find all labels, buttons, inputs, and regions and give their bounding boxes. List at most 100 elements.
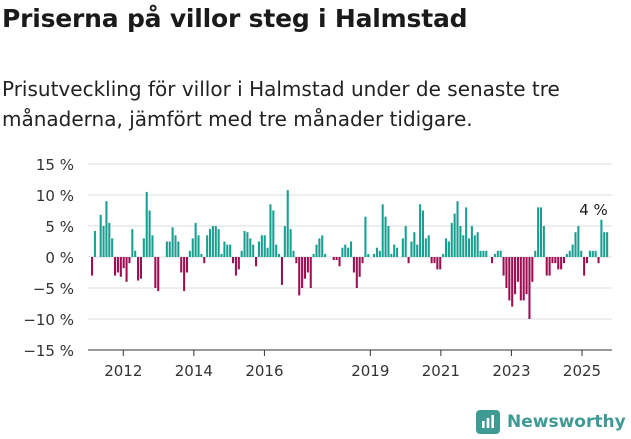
bar: [554, 257, 557, 264]
bar: [361, 257, 364, 264]
bar: [246, 232, 249, 257]
bar: [137, 257, 140, 281]
bar: [177, 241, 180, 257]
bar: [548, 257, 551, 276]
bar: [312, 253, 315, 257]
y-tick-label: 10 %: [36, 187, 74, 205]
bar: [315, 244, 318, 257]
y-tick-label: −10 %: [23, 311, 74, 329]
bar: [142, 238, 145, 257]
bar: [194, 222, 197, 257]
bar: [335, 257, 338, 261]
bar: [502, 257, 505, 276]
bar: [508, 257, 511, 301]
bar: [321, 235, 324, 257]
bar: [375, 247, 378, 257]
bar: [565, 253, 568, 257]
bar: [421, 210, 425, 257]
bar: [473, 235, 476, 257]
x-tick-label: 2014: [175, 362, 213, 380]
bar: [122, 257, 125, 269]
bar: [525, 257, 528, 295]
bar: [171, 227, 174, 257]
bar: [108, 222, 111, 257]
bar: [188, 250, 191, 257]
bar: [185, 257, 189, 273]
bar: [545, 257, 548, 276]
bar: [364, 216, 367, 257]
bar: [522, 257, 525, 301]
bar: [539, 207, 542, 257]
bar: [180, 257, 183, 273]
bar: [119, 257, 122, 277]
bar: [165, 241, 168, 257]
brand-name: Newsworthy: [507, 412, 626, 432]
x-tick-label: 2012: [104, 362, 142, 380]
chart-title: Priserna på villor steg i Halmstad: [2, 4, 468, 33]
bar: [269, 204, 272, 257]
bar: [496, 250, 499, 257]
last-value-annotation: 4 %: [579, 201, 608, 219]
bar: [111, 238, 114, 257]
bar: [145, 191, 148, 257]
bar: [485, 250, 488, 257]
bar: [352, 257, 355, 273]
bar: [102, 226, 105, 257]
bar: [260, 235, 263, 257]
bar: [344, 244, 347, 257]
bar: [278, 253, 281, 257]
newsworthy-logo-icon: [476, 410, 500, 434]
bar: [229, 244, 232, 257]
bar: [125, 257, 128, 282]
bar: [528, 257, 531, 319]
bar: [208, 229, 212, 257]
bar: [139, 257, 142, 279]
bar: [373, 253, 376, 257]
bar: [116, 257, 119, 273]
bar: [557, 257, 560, 270]
bar: [580, 250, 583, 257]
bar: [407, 257, 410, 264]
bar: [401, 238, 404, 257]
bar: [157, 257, 160, 292]
bar: [197, 235, 200, 257]
bar: [430, 257, 433, 264]
bar: [491, 257, 494, 264]
bar: [439, 257, 442, 270]
bar: [603, 232, 606, 257]
y-tick-label: 15 %: [36, 156, 74, 174]
y-tick-label: 5 %: [45, 218, 74, 236]
bar: [183, 257, 186, 292]
bar: [450, 222, 453, 257]
bar: [447, 241, 450, 257]
bar: [350, 241, 353, 257]
bar: [286, 190, 289, 257]
bar: [387, 226, 390, 257]
y-tick-label: −5 %: [33, 280, 74, 298]
bar: [324, 253, 327, 257]
bar: [191, 238, 194, 257]
bar: [289, 229, 292, 257]
bar: [560, 257, 563, 270]
bar: [214, 226, 217, 257]
bar: [93, 230, 96, 257]
y-tick-label: −15 %: [23, 342, 74, 360]
bar: [255, 257, 258, 267]
bar: [606, 232, 609, 257]
bar: [516, 257, 519, 282]
bar: [338, 257, 341, 267]
bar: [427, 235, 430, 257]
bar: [263, 235, 266, 257]
bar: [367, 253, 370, 257]
bar: [470, 226, 473, 257]
bar: [396, 247, 399, 257]
bar: [519, 257, 522, 301]
bar: [295, 257, 298, 264]
bar: [223, 241, 226, 257]
bar: [292, 250, 295, 257]
bar: [410, 241, 413, 257]
bar: [585, 257, 589, 264]
bar: [275, 244, 278, 257]
bar: [91, 257, 94, 276]
bar: [571, 244, 574, 257]
